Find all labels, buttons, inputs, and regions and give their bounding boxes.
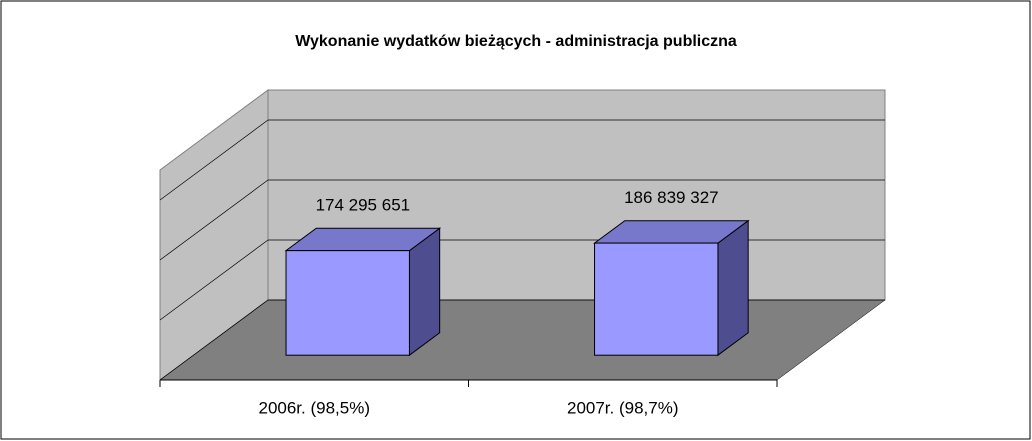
x-tick-label: 2006r. (98,5%) <box>258 398 370 417</box>
chart-title: Wykonanie wydatków bieżących - administr… <box>295 33 737 50</box>
data-label: 174 295 651 <box>316 196 411 215</box>
grid-line <box>159 299 269 381</box>
bar <box>594 242 719 356</box>
grid-line <box>159 239 269 321</box>
data-label: 186 839 327 <box>624 188 719 207</box>
grid-line <box>159 119 269 201</box>
grid-line <box>159 179 269 261</box>
bar <box>285 250 410 356</box>
x-tick-label: 2007r. (98,7%) <box>567 398 679 417</box>
floor <box>159 299 886 381</box>
bar-side <box>717 219 749 357</box>
